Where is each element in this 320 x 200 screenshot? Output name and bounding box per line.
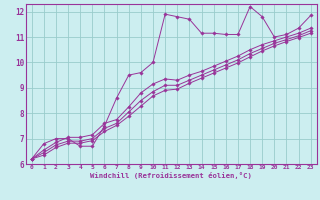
- X-axis label: Windchill (Refroidissement éolien,°C): Windchill (Refroidissement éolien,°C): [90, 172, 252, 179]
